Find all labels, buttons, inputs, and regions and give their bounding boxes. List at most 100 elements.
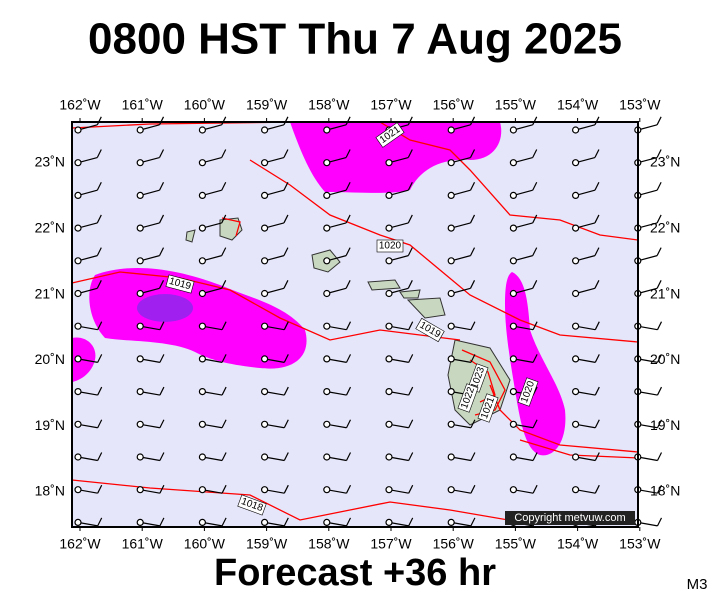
isobar-label-box [165, 274, 195, 294]
barb-flag [469, 247, 476, 256]
barb-flag [97, 452, 103, 461]
barb-flag [532, 116, 538, 126]
barb-flag [594, 116, 600, 126]
station [385, 453, 393, 461]
station [571, 159, 580, 167]
station [571, 257, 580, 265]
station [323, 126, 331, 134]
isobar-label-box [457, 383, 479, 413]
barb-flag [594, 484, 600, 494]
longitude-label: 158˚W [308, 536, 350, 552]
barb-flag [532, 354, 538, 363]
latitude-label: 22˚N [35, 220, 65, 236]
station [385, 486, 393, 494]
barb-flag [532, 452, 538, 461]
barb-flag [283, 181, 289, 191]
station [261, 159, 269, 167]
barb-flag [283, 149, 289, 158]
barb-flag [594, 386, 600, 396]
longitude-label: 161˚W [122, 97, 164, 113]
isobar-label-box [376, 239, 404, 253]
barb-flag [283, 452, 289, 461]
barb-flag [532, 419, 538, 429]
isobar-label-box [517, 377, 539, 407]
station [136, 388, 144, 396]
latitude-label: 21˚N [650, 285, 680, 301]
station [447, 126, 455, 134]
barb-flag [594, 181, 600, 191]
station [323, 191, 331, 199]
barb-flag [345, 116, 351, 126]
station [385, 224, 393, 232]
station [74, 420, 82, 428]
station [74, 289, 82, 298]
station [509, 126, 518, 134]
station [74, 126, 82, 134]
barb-flag [407, 214, 413, 224]
longitude-label: 156˚W [433, 97, 475, 113]
barb-flag [470, 354, 476, 363]
longitude-label: 162˚W [59, 97, 101, 113]
station [74, 355, 82, 363]
longitude-label: 154˚W [557, 536, 599, 552]
station [136, 289, 144, 298]
station [136, 420, 144, 428]
latitude-label: 23˚N [35, 154, 65, 170]
latitude-label: 21˚N [35, 285, 65, 301]
barb-flag [97, 517, 103, 527]
station [198, 224, 206, 232]
barb-flag [283, 484, 289, 494]
station [198, 159, 206, 167]
longitude-label: 155˚W [495, 536, 537, 552]
station [323, 486, 331, 494]
latitude-label: 20˚N [650, 351, 680, 367]
barb-flag [656, 214, 662, 224]
barb-flag [470, 484, 476, 494]
latitude-label: 22˚N [650, 220, 680, 236]
station [571, 420, 580, 428]
barb-flag [345, 419, 352, 429]
station [198, 355, 206, 363]
barb-flag [221, 280, 227, 289]
barb-flag [408, 386, 414, 396]
barb-flag [408, 484, 414, 494]
longitude-label: 160˚W [184, 97, 226, 113]
longitude-label: 156˚W [433, 536, 475, 552]
station [385, 191, 393, 199]
latitude-label: 19˚N [35, 417, 65, 433]
barb-flag [283, 214, 289, 224]
barb-flag [532, 484, 538, 494]
station [323, 322, 331, 330]
barb-flag [96, 247, 102, 256]
station [74, 257, 82, 265]
barb-flag [345, 452, 352, 461]
station [447, 322, 455, 330]
station [509, 355, 518, 363]
barb-flag [470, 321, 476, 330]
copyright: Copyright metvuw.com [514, 512, 625, 524]
longitude-label: 153˚W [619, 536, 661, 552]
station [385, 420, 393, 428]
station [261, 224, 269, 232]
barb-flag [221, 321, 227, 330]
barb-flag [159, 517, 165, 527]
station [74, 518, 82, 527]
barb-flag [96, 280, 102, 289]
barb-flag [96, 214, 102, 224]
latitude-label: 19˚N [650, 417, 680, 433]
station [509, 159, 518, 167]
station [136, 257, 144, 265]
station [571, 388, 580, 396]
station [261, 453, 269, 461]
station [447, 518, 455, 527]
station [136, 453, 144, 461]
barb-flag [97, 386, 103, 396]
barb-flag [345, 280, 351, 289]
station [447, 355, 455, 363]
station [74, 486, 82, 494]
barb-flag [469, 181, 476, 191]
station [571, 289, 580, 298]
station [198, 257, 206, 265]
barb-flag [470, 452, 476, 461]
